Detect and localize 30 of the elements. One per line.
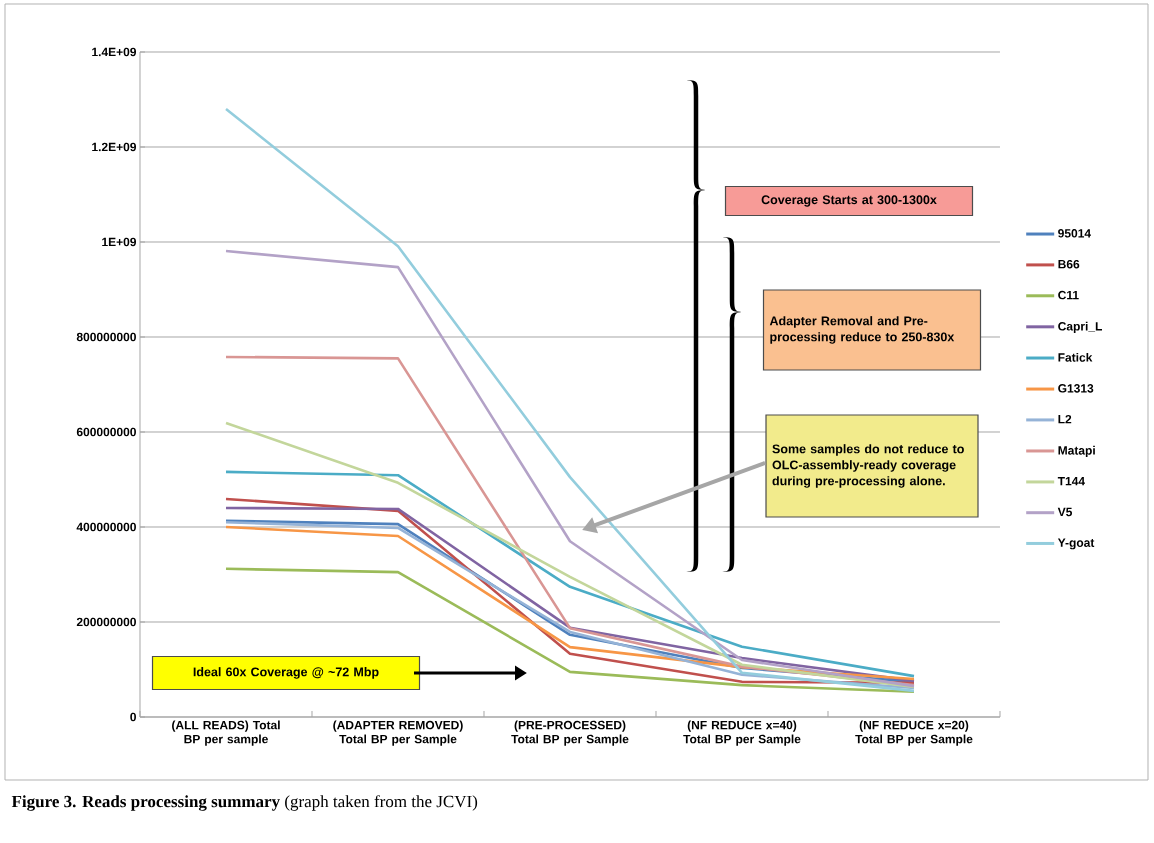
y-tick-label: 1E+09 bbox=[102, 237, 137, 247]
y-tick-label: 1.2E+09 bbox=[92, 142, 137, 152]
y-tick-label: 1.4E+09 bbox=[92, 47, 137, 57]
x-tick-label: (ADAPTER REMOVED) Total BP per Sample bbox=[333, 720, 463, 746]
y-tick-label: 0 bbox=[130, 712, 136, 722]
annotation: Some samples do not reduce to OLC-assembly-ready coverage during pre-processing alone. bbox=[772, 444, 964, 488]
legend-label: C11 bbox=[1058, 290, 1079, 300]
annotation: Ideal 60x Coverage @ ~72 Mbp bbox=[193, 667, 379, 679]
legend-label: V5 bbox=[1057, 507, 1073, 517]
y-tick-label: 600000000 bbox=[76, 427, 136, 437]
line-series bbox=[224, 567, 916, 694]
y-tick-label: 200000000 bbox=[76, 617, 136, 627]
legend-label: L2 bbox=[1058, 414, 1072, 424]
x-tick-label: (NF REDUCE x=20) Total BP per Sample bbox=[855, 720, 973, 746]
y-tick-label: 800000000 bbox=[76, 332, 136, 342]
legend-label: T144 bbox=[1057, 477, 1085, 486]
legend-label: B66 bbox=[1058, 259, 1080, 269]
text: Figure 3. Reads processing summary (graph taken from the JCVI) bbox=[11, 795, 478, 811]
annotation: Adapter Removal and Pre-processing reduce to 250-830x bbox=[769, 316, 955, 344]
legend-label: Capri_L bbox=[1058, 321, 1102, 333]
legend-label: Fatick bbox=[1058, 352, 1093, 362]
legend-label: Y-goat bbox=[1057, 538, 1095, 550]
legend-label: Matapi bbox=[1058, 445, 1095, 458]
legend-label: G1313 bbox=[1058, 384, 1094, 393]
y-tick-label: 400000000 bbox=[76, 522, 136, 532]
annotation: Coverage Starts at 300-1300x bbox=[761, 195, 937, 207]
x-tick-label: (ALL READS) Total BP per sample bbox=[172, 720, 280, 746]
legend-label: 95014 bbox=[1058, 229, 1091, 238]
x-tick-label: (PRE-PROCESSED) Total BP per Sample bbox=[511, 720, 629, 746]
x-tick-label: (NF REDUCE x=40) Total BP per Sample bbox=[683, 720, 801, 746]
